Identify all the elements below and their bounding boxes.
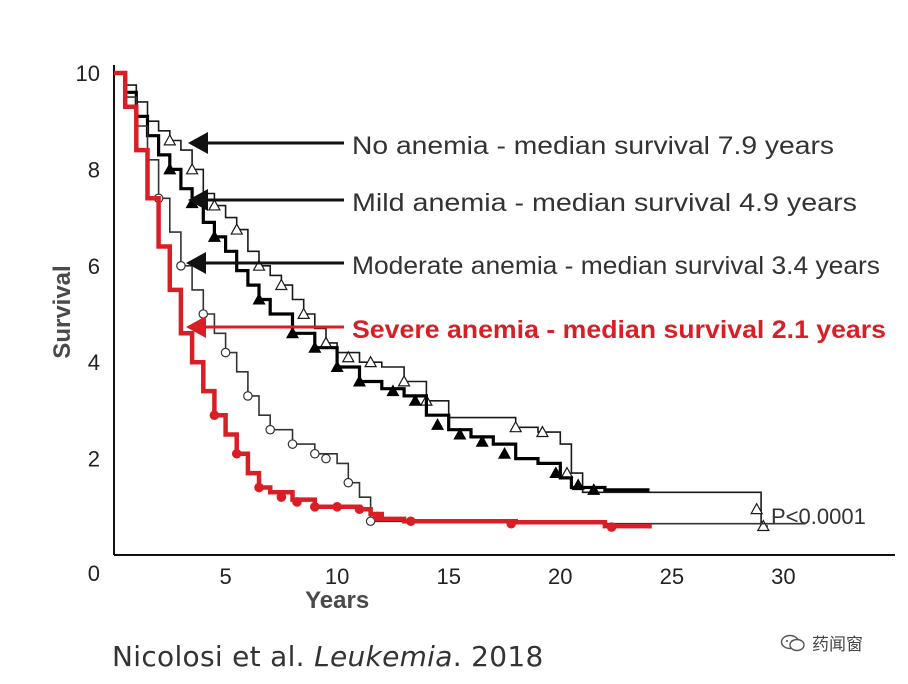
- censor-marker: [352, 374, 366, 387]
- censor-marker: [310, 501, 320, 512]
- x-tick-label: 5: [219, 564, 231, 589]
- series-mild-anemia: [114, 71, 650, 495]
- y-tick-label: 6: [88, 254, 100, 279]
- censor-marker: [386, 384, 400, 397]
- survival-curve: [114, 72, 768, 527]
- censor-marker: [535, 425, 549, 438]
- censor-marker: [372, 511, 383, 522]
- censor-marker: [276, 492, 287, 502]
- censor-marker: [198, 309, 209, 319]
- censor-marker: [207, 198, 221, 211]
- censor-marker: [252, 292, 266, 305]
- citation-journal: Leukemia: [314, 640, 453, 673]
- y-tick-label: 2: [88, 447, 100, 472]
- censor-marker: [475, 434, 489, 447]
- censor-marker: [330, 360, 344, 373]
- censor-marker: [231, 448, 242, 459]
- censor-marker: [243, 391, 253, 401]
- censor-marker: [287, 439, 298, 449]
- censor-marker: [354, 504, 365, 515]
- censor-marker: [163, 133, 177, 146]
- y-tick-label: 0: [88, 561, 100, 586]
- watermark-text: 药闻窗: [812, 635, 863, 654]
- wechat-logo-icon: [780, 634, 805, 651]
- legend-entry: No anemia - median survival 7.9 years: [188, 132, 834, 160]
- censor-marker: [274, 278, 288, 291]
- censor-marker: [254, 482, 264, 493]
- censor-marker: [549, 466, 563, 479]
- censor-marker: [297, 307, 311, 319]
- x-axis-label: Years: [305, 587, 369, 614]
- survival-curve: [114, 72, 806, 525]
- censor-marker: [509, 420, 523, 433]
- censor-marker: [310, 448, 320, 459]
- censor-marker: [230, 222, 244, 235]
- legend-label: Severe anemia - median survival 2.1 year…: [352, 316, 886, 344]
- y-tick-label: 4: [88, 350, 100, 375]
- censor-marker: [431, 418, 445, 430]
- legend-label: No anemia - median survival 7.9 years: [352, 132, 834, 160]
- censor-marker: [341, 350, 355, 363]
- censor-marker: [343, 477, 354, 488]
- legend-arrow-head: [188, 132, 208, 154]
- censor-marker: [408, 394, 422, 406]
- censor-marker: [308, 341, 322, 353]
- series-no-anemia: [114, 72, 770, 532]
- censor-marker: [163, 162, 177, 175]
- censor-marker: [209, 410, 220, 421]
- censor-marker: [405, 516, 416, 527]
- censor-marker: [606, 522, 617, 532]
- x-tick-label: 10: [325, 564, 349, 589]
- censor-marker: [292, 497, 302, 507]
- legend-label: Mild anemia - median survival 4.9 years: [352, 189, 857, 217]
- censor-marker: [265, 424, 275, 435]
- censor-marker: [220, 347, 231, 358]
- survival-curve: [114, 70, 652, 529]
- censor-marker: [321, 453, 331, 464]
- citation: Nicolosi et al. Leukemia. 2018: [112, 640, 544, 673]
- legend-entry: Severe anemia - median survival 2.1 year…: [186, 316, 886, 344]
- censor-marker: [365, 516, 376, 527]
- censor-marker: [207, 230, 221, 242]
- legend-arrow-head: [188, 189, 208, 211]
- censor-marker: [252, 259, 266, 271]
- survival-chart: 0 2 4 6 8 10 5 10 15 20 25 30 Years Survival No anemia…: [49, 61, 895, 614]
- y-tick-label: 8: [88, 157, 100, 182]
- censor-marker: [285, 326, 300, 339]
- legend-arrow-head: [186, 252, 206, 274]
- legend-entry: Mild anemia - median survival 4.9 years: [188, 189, 857, 217]
- legend-label: Moderate anemia - median survival 3.4 ye…: [352, 252, 880, 280]
- legend-entry: Moderate anemia - median survival 3.4 ye…: [186, 252, 880, 280]
- censor-marker: [587, 483, 601, 495]
- y-axis-label: Survival: [49, 265, 76, 358]
- censor-marker: [397, 374, 411, 387]
- x-tick-label: 25: [660, 564, 684, 589]
- censor-marker: [453, 427, 467, 440]
- censor-marker: [497, 447, 512, 459]
- x-tick-label: 20: [548, 564, 572, 589]
- censor-marker: [176, 260, 186, 271]
- censor-marker: [364, 355, 378, 368]
- censor-marker: [506, 518, 516, 529]
- censor-marker: [332, 501, 342, 512]
- citation-suffix: . 2018: [452, 640, 544, 673]
- x-tick-label: 15: [436, 564, 460, 589]
- citation-prefix: Nicolosi et al.: [112, 640, 315, 673]
- censor-marker: [756, 519, 770, 532]
- series-severe-anemia: [114, 70, 652, 532]
- legend-arrow-head: [186, 316, 206, 338]
- censor-marker: [185, 162, 199, 175]
- censor-marker: [750, 502, 764, 515]
- p-value-annotation: P<0.0001: [771, 504, 866, 529]
- watermark: 药闻窗: [780, 630, 863, 655]
- x-tick-label: 30: [771, 564, 795, 589]
- censor-marker: [571, 478, 585, 491]
- y-tick-label: 10: [76, 61, 100, 86]
